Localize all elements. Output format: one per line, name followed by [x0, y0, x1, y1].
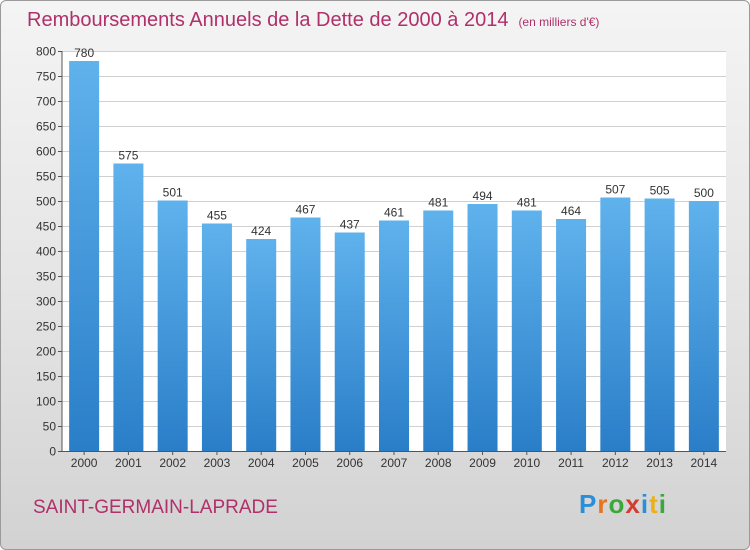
- y-tick-label: 800: [36, 45, 56, 59]
- city-name: SAINT-GERMAIN-LAPRADE: [33, 497, 278, 518]
- unit-text: (en milliers d'€): [518, 15, 600, 29]
- bar: [556, 219, 587, 451]
- logo-letter: i: [658, 489, 667, 519]
- x-tick-label: 2008: [425, 456, 452, 470]
- bar: [246, 239, 277, 451]
- bar: [688, 201, 719, 451]
- x-tick-label: 2002: [159, 456, 186, 470]
- bar-value-label: 461: [384, 206, 404, 220]
- y-tick-label: 50: [43, 420, 57, 434]
- logo-letter: o: [608, 489, 626, 519]
- bar-value-label: 505: [650, 184, 670, 198]
- bar-value-label: 481: [517, 196, 537, 210]
- y-axis-ticks: 0 50 100 150 200 250 300 350 400 450 500 550 600 650 7…: [36, 45, 62, 459]
- x-tick-label: 2005: [292, 456, 319, 470]
- y-tick-label: 350: [36, 270, 56, 284]
- bar-value-label: 467: [295, 203, 315, 217]
- x-tick-label: 2013: [646, 456, 673, 470]
- x-tick-label: 2001: [115, 456, 142, 470]
- y-tick-label: 300: [36, 295, 56, 309]
- y-tick-label: 150: [36, 370, 56, 384]
- bars: 780 575 501 455 424 467 437 461 481 494 481 464 507 5…: [69, 46, 719, 451]
- x-tick-label: 2009: [469, 456, 496, 470]
- bar: [290, 217, 321, 451]
- x-tick-label: 2004: [248, 456, 275, 470]
- y-tick-label: 250: [36, 320, 56, 334]
- x-tick-label: 2014: [691, 456, 718, 470]
- y-tick-label: 750: [36, 70, 56, 84]
- bar: [157, 200, 188, 451]
- bar: [334, 232, 365, 451]
- bar: [201, 223, 232, 451]
- y-tick-label: 500: [36, 195, 56, 209]
- bar: [511, 210, 542, 451]
- y-tick-label: 400: [36, 245, 56, 259]
- bar-value-label: 494: [473, 189, 493, 203]
- bar: [423, 210, 454, 451]
- y-tick-label: 0: [49, 445, 56, 459]
- x-tick-label: 2011: [558, 456, 584, 470]
- logo-letter: P: [579, 489, 598, 519]
- x-tick-label: 2012: [602, 456, 629, 470]
- bar-value-label: 507: [605, 183, 625, 197]
- bar-value-label: 464: [561, 204, 581, 218]
- logo-letter: i: [640, 489, 650, 519]
- bar: [379, 220, 409, 451]
- bar-value-label: 575: [118, 149, 138, 163]
- logo-letter: r: [597, 489, 609, 519]
- bar: [113, 163, 144, 451]
- y-tick-label: 200: [36, 345, 56, 359]
- y-tick-label: 650: [36, 120, 56, 134]
- bar-value-label: 501: [163, 186, 183, 200]
- x-tick-label: 2007: [381, 456, 408, 470]
- bar: [69, 61, 100, 451]
- chart-title: Remboursements Annuels de la Dette de 20…: [27, 9, 599, 32]
- y-tick-label: 450: [36, 220, 56, 234]
- bar-value-label: 424: [251, 224, 271, 238]
- y-tick-label: 600: [36, 145, 56, 159]
- x-tick-label: 2000: [71, 456, 98, 470]
- x-axis-ticks: 2000 2001 2002 2003 2004 2005 2006 2007 2008 2009…: [71, 451, 718, 470]
- proxiti-logo[interactable]: Proxiti: [579, 489, 667, 520]
- bar-value-label: 437: [340, 218, 360, 232]
- x-tick-label: 2003: [204, 456, 231, 470]
- bar: [467, 204, 498, 451]
- y-tick-label: 700: [36, 95, 56, 109]
- bar: [600, 197, 631, 451]
- bar: [644, 198, 675, 451]
- y-tick-label: 550: [36, 170, 56, 184]
- x-tick-label: 2010: [513, 456, 540, 470]
- logo-letter: t: [649, 489, 659, 519]
- bar-value-label: 500: [694, 186, 714, 200]
- bar-value-label: 780: [74, 46, 94, 60]
- title-text: Remboursements Annuels de la Dette de 20…: [27, 9, 509, 31]
- bar-value-label: 481: [428, 196, 448, 210]
- x-tick-label: 2006: [336, 456, 363, 470]
- bar-value-label: 455: [207, 209, 227, 223]
- logo-letter: x: [625, 489, 641, 519]
- y-tick-label: 100: [36, 395, 56, 409]
